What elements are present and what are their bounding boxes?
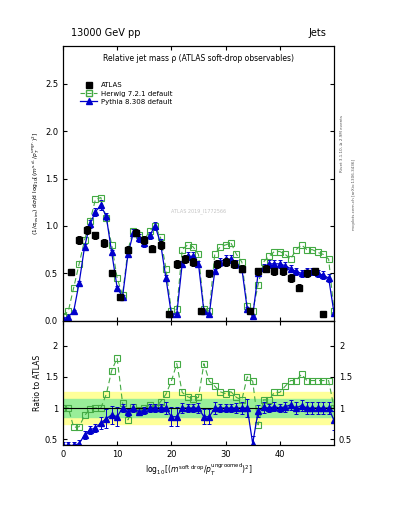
- Y-axis label: $(1/\sigma_{\rm resim})$ d$\sigma$/d log$_{10}$[$(m^{\rm s.d.}/p_T^{\rm ungr.})^: $(1/\sigma_{\rm resim})$ d$\sigma$/d log…: [31, 132, 42, 235]
- Text: Jets: Jets: [309, 28, 326, 38]
- Text: ATLAS 2019_I1772566: ATLAS 2019_I1772566: [171, 208, 226, 214]
- Text: mcplots.cern.ch [arXiv:1306.3436]: mcplots.cern.ch [arXiv:1306.3436]: [352, 159, 356, 230]
- X-axis label: $\log_{10}$[$(m^{\rm soft\ drop}/p_T^{\rm ungroomed})^2$]: $\log_{10}$[$(m^{\rm soft\ drop}/p_T^{\r…: [145, 462, 252, 478]
- Text: Rivet 3.1.10, ≥ 2.9M events: Rivet 3.1.10, ≥ 2.9M events: [340, 115, 344, 172]
- Text: Relative jet mass ρ (ATLAS soft-drop observables): Relative jet mass ρ (ATLAS soft-drop obs…: [103, 54, 294, 63]
- Legend: ATLAS, Herwig 7.2.1 default, Pythia 8.308 default: ATLAS, Herwig 7.2.1 default, Pythia 8.30…: [80, 82, 172, 104]
- Text: 13000 GeV pp: 13000 GeV pp: [71, 28, 140, 38]
- Y-axis label: Ratio to ATLAS: Ratio to ATLAS: [33, 355, 42, 411]
